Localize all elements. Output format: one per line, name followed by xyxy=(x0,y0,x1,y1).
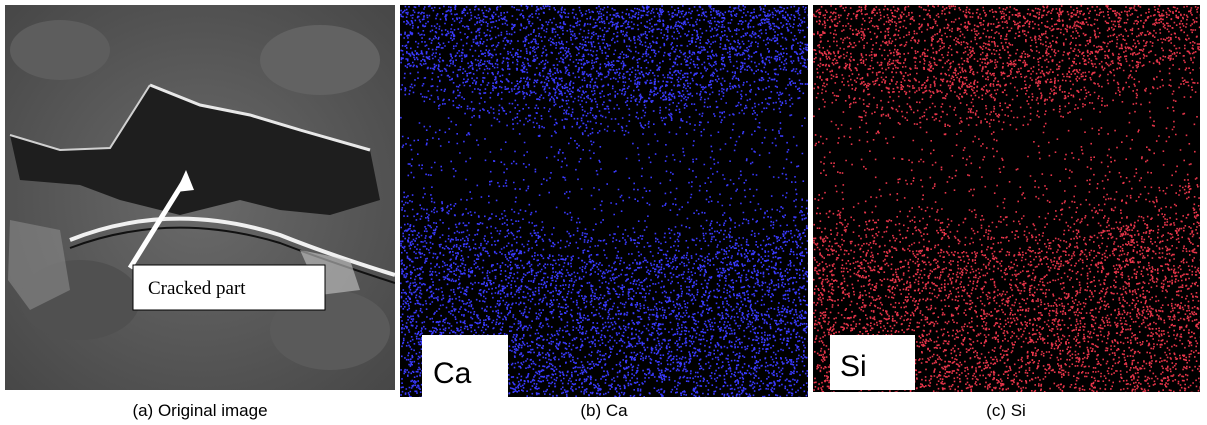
si-map: Si xyxy=(813,5,1202,394)
sem-image: Cracked part xyxy=(5,5,395,390)
ca-map: Ca xyxy=(400,5,810,399)
figure: Cracked part Ca Si (a) Original image (b… xyxy=(0,0,1207,425)
caption: (c) Si xyxy=(986,401,1026,420)
annotation: Cracked part xyxy=(148,278,246,299)
caption: (a) Original image xyxy=(132,401,267,420)
map-label: Ca xyxy=(433,357,472,390)
caption: (b) Ca xyxy=(580,401,628,420)
map-label: Si xyxy=(840,350,867,383)
